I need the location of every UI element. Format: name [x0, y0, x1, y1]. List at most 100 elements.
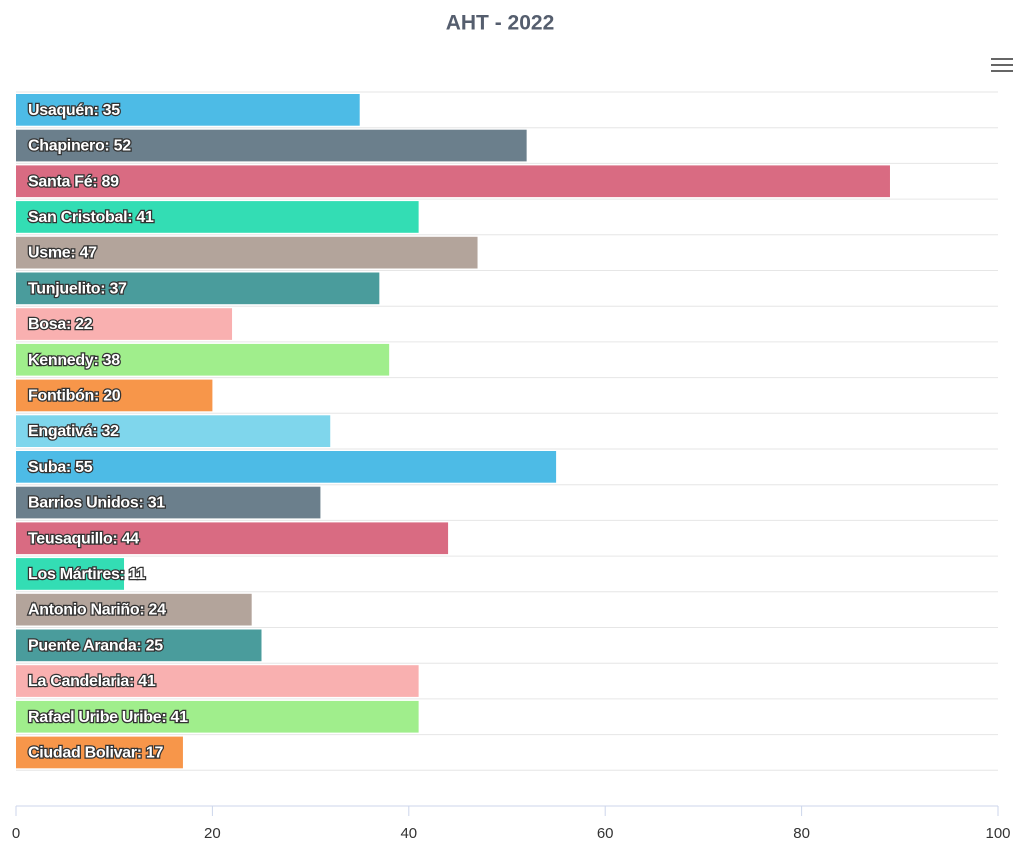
data-label-separator: :	[70, 245, 79, 262]
x-tick-label: 60	[597, 825, 614, 842]
data-label: Antonio Nariño: 24	[28, 602, 166, 619]
data-label-value: 44	[122, 530, 140, 547]
data-label-separator: :	[136, 638, 145, 655]
data-label-category: Los Mártires	[28, 566, 120, 583]
bar	[16, 629, 262, 662]
data-label-separator: :	[92, 423, 101, 440]
data-label-value: 31	[148, 495, 166, 512]
menu-button[interactable]	[988, 56, 1013, 76]
bar	[16, 593, 252, 626]
data-label-category: Rafael Uribe Uribe	[28, 709, 162, 726]
bar	[16, 236, 478, 269]
data-label-category: Chapinero	[28, 138, 105, 155]
data-label-separator: :	[93, 352, 102, 369]
data-label-category: Kennedy	[28, 352, 94, 369]
data-label-category: Antonio Nariño	[28, 602, 140, 619]
bar	[16, 129, 527, 162]
bar	[16, 415, 331, 447]
data-label: Fontibón: 20	[28, 388, 121, 405]
data-label-category: Barrios Unidos	[28, 495, 139, 512]
data-label: Los Mártires: 11	[28, 566, 145, 583]
data-label-separator: :	[139, 495, 148, 512]
x-tick-label: 100	[985, 825, 1010, 842]
data-label: Usme: 47	[28, 245, 97, 262]
data-label-value: 52	[114, 138, 132, 155]
data-label-separator: :	[104, 138, 113, 155]
data-label-category: La Candelaria	[28, 673, 129, 690]
data-label: Ciudad Bolivar: 17	[28, 745, 164, 762]
data-label: Barrios Unidos: 31	[28, 495, 165, 512]
data-label: Chapinero: 52	[28, 138, 131, 155]
bar	[16, 558, 125, 590]
bar	[16, 522, 449, 555]
data-label-separator: :	[112, 530, 121, 547]
data-label-value: 25	[146, 638, 164, 655]
data-label-value: 41	[171, 709, 189, 726]
data-label: Suba: 55	[28, 459, 93, 476]
data-label: Teusaquillo: 44	[28, 530, 139, 547]
x-tick-label: 0	[12, 825, 20, 842]
data-label-value: 20	[103, 388, 121, 405]
data-label: Usaquén: 35	[28, 102, 120, 119]
data-label-value: 38	[103, 352, 121, 369]
data-label-category: Fontibón	[28, 388, 94, 405]
data-label: Rafael Uribe Uribe: 41	[28, 709, 188, 726]
data-label-category: Puente Aranda	[28, 638, 137, 655]
data-label: La Candelaria: 41	[28, 673, 156, 690]
data-label-separator: :	[66, 316, 75, 333]
data-label: San Cristobal: 41	[28, 209, 154, 226]
data-label-category: Teusaquillo	[28, 530, 113, 547]
data-label-category: Usaquén	[28, 102, 93, 119]
data-label: Engativá: 32	[28, 423, 119, 440]
x-tick-label: 80	[793, 825, 810, 842]
data-label-category: San Cristobal	[28, 209, 127, 226]
bar	[16, 486, 321, 519]
data-label-category: Santa Fé	[28, 173, 93, 190]
data-label-category: Engativá	[28, 423, 93, 440]
bar	[16, 379, 213, 412]
data-label: Bosa: 22	[28, 316, 93, 333]
data-label-category: Usme	[28, 245, 71, 262]
data-label-separator: :	[66, 459, 75, 476]
data-label-value: 41	[136, 209, 154, 226]
data-label: Kennedy: 38	[28, 352, 120, 369]
data-label-value: 89	[101, 173, 119, 190]
data-label-category: Bosa	[28, 316, 66, 333]
data-label: Puente Aranda: 25	[28, 638, 163, 655]
bar	[16, 700, 419, 733]
data-label-separator: :	[161, 709, 170, 726]
data-label-value: 37	[109, 281, 127, 298]
data-label: Santa Fé: 89	[28, 173, 119, 190]
data-label-separator: :	[94, 388, 103, 405]
data-label-category: Suba	[28, 459, 66, 476]
bar	[16, 308, 233, 340]
data-label-value: 22	[75, 316, 93, 333]
bar	[16, 272, 380, 305]
data-label-value: 55	[75, 459, 93, 476]
data-label-separator: :	[93, 102, 102, 119]
data-label-separator: :	[92, 173, 101, 190]
data-label-value: 11	[129, 566, 146, 583]
data-label-separator: :	[120, 566, 129, 583]
data-label-separator: :	[137, 745, 146, 762]
data-label-separator: :	[139, 602, 148, 619]
data-label-value: 35	[103, 102, 121, 119]
bar	[16, 665, 419, 697]
data-label-value: 47	[80, 245, 98, 262]
bar	[16, 736, 183, 769]
data-label-category: Tunjuelito	[28, 281, 101, 298]
data-label-category: Ciudad Bolivar	[28, 745, 137, 762]
chart-title: AHT - 2022	[446, 12, 555, 35]
bar	[16, 94, 360, 126]
data-label-separator: :	[127, 209, 136, 226]
x-tick-label: 40	[400, 825, 417, 842]
bar	[16, 451, 557, 483]
data-label-separator: :	[129, 673, 138, 690]
bar	[16, 201, 419, 233]
bar	[16, 165, 890, 198]
data-label: Tunjuelito: 37	[28, 281, 127, 298]
bar	[16, 343, 390, 376]
x-tick-label: 20	[204, 825, 221, 842]
data-label-value: 24	[149, 602, 167, 619]
